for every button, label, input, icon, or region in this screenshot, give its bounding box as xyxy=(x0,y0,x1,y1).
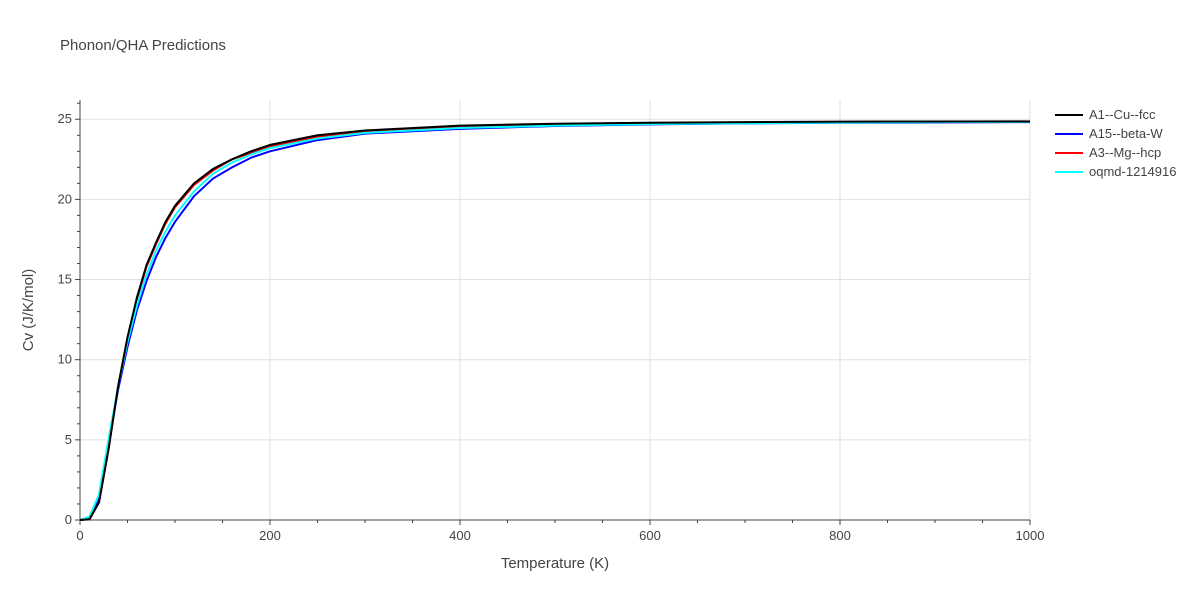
legend-label[interactable]: oqmd-1214916 xyxy=(1089,164,1176,179)
y-tick-label: 20 xyxy=(58,191,72,206)
y-tick-label: 25 xyxy=(58,111,72,126)
x-tick-label: 600 xyxy=(639,528,661,543)
x-tick-label: 1000 xyxy=(1016,528,1045,543)
y-axis-title: Cv (J/K/mol) xyxy=(20,269,37,352)
chart-title: Phonon/QHA Predictions xyxy=(60,37,226,54)
legend[interactable]: A1--Cu--fcc A15--beta-W A3--Mg--hcp oqmd-12… xyxy=(1055,107,1176,179)
y-tick-label: 5 xyxy=(65,432,72,447)
series-line-oqmd-1214916[interactable] xyxy=(79,120,1031,521)
x-tick-label: 800 xyxy=(829,528,851,543)
axes xyxy=(75,100,1031,525)
y-tick-label: 10 xyxy=(58,352,72,367)
legend-label[interactable]: A1--Cu--fcc xyxy=(1089,107,1156,122)
tick-labels: 0 200 400 600 800 1000 0 5 10 15 20 25 xyxy=(58,111,1045,543)
x-tick-label: 200 xyxy=(259,528,281,543)
y-tick-label: 0 xyxy=(65,512,72,527)
x-tick-label: 400 xyxy=(449,528,471,543)
legend-label[interactable]: A3--Mg--hcp xyxy=(1089,145,1161,160)
x-tick-label: 0 xyxy=(76,528,83,543)
legend-label[interactable]: A15--beta-W xyxy=(1089,126,1163,141)
series-line-a3-mg-hcp[interactable] xyxy=(79,120,1031,521)
x-axis-title: Temperature (K) xyxy=(501,555,609,572)
grid-lines xyxy=(80,100,1031,520)
y-tick-label: 15 xyxy=(58,272,72,287)
series-lines[interactable] xyxy=(79,120,1031,521)
series-line-a1-cu-fcc[interactable] xyxy=(79,120,1031,521)
series-line-a15-beta-w[interactable] xyxy=(79,121,1031,521)
